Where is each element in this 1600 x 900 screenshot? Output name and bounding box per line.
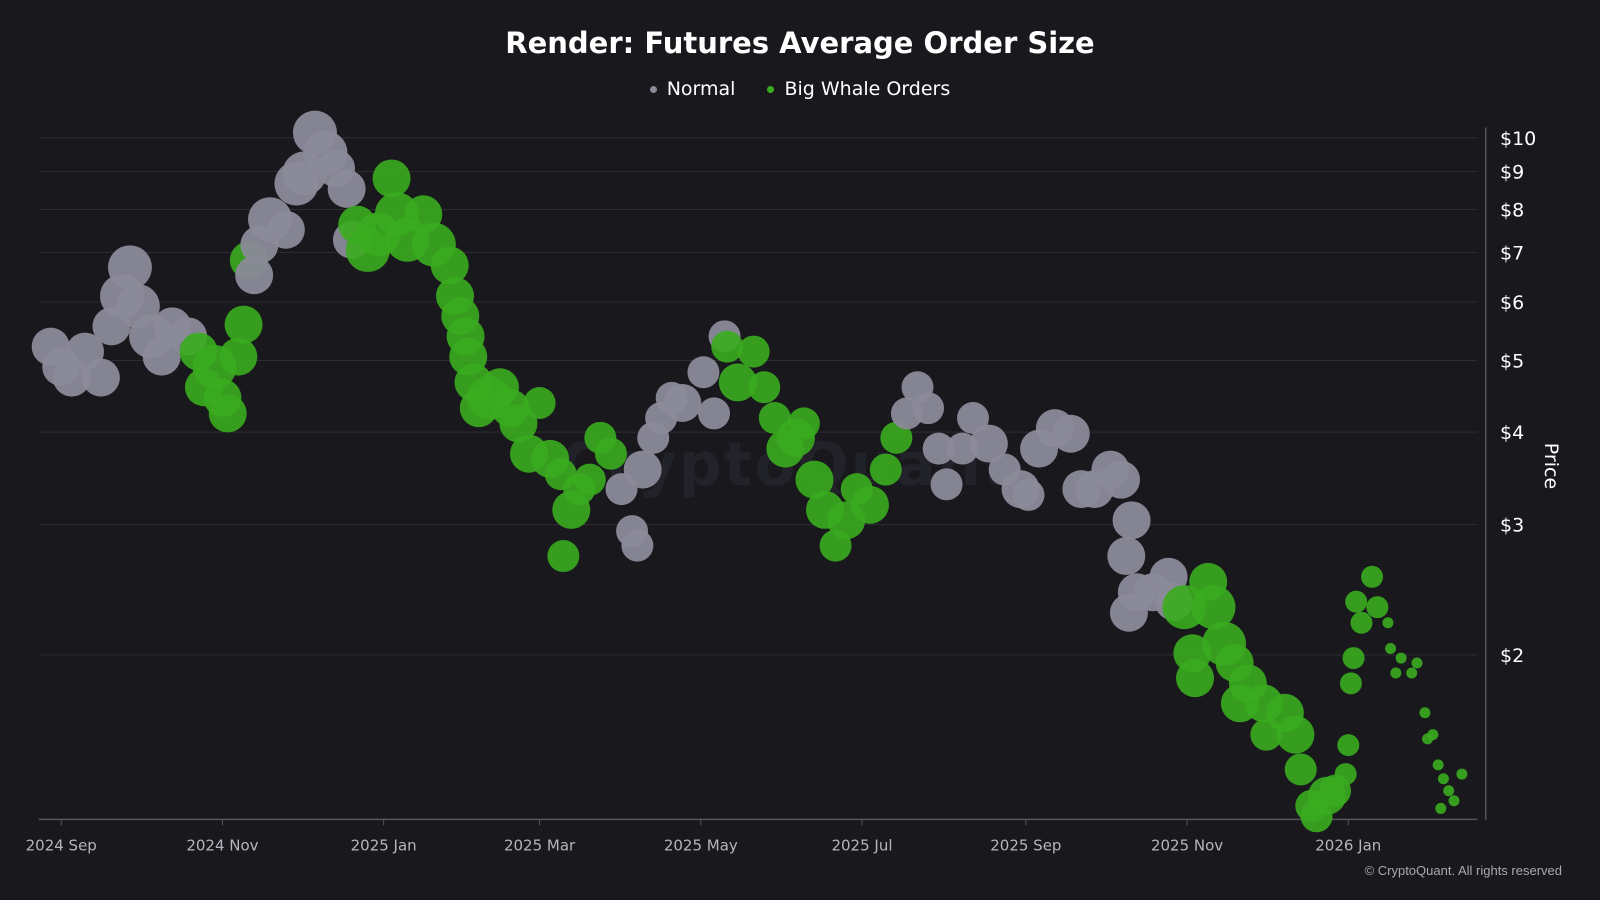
point-whale: [1390, 667, 1402, 679]
x-tick-label: 2025 Mar: [504, 836, 576, 854]
point-normal: [142, 337, 181, 376]
y-axis-label: Price: [1540, 443, 1562, 489]
point-whale: [869, 453, 902, 486]
point-whale: [1395, 652, 1407, 664]
point-whale: [1437, 773, 1449, 785]
point-whale: [208, 394, 247, 433]
point-normal: [1107, 537, 1146, 576]
x-tick-label: 2025 May: [664, 836, 738, 854]
y-tick-label: $7: [1500, 242, 1524, 264]
point-normal: [81, 358, 120, 397]
point-normal: [235, 256, 274, 295]
point-normal: [930, 468, 963, 501]
y-tick-label: $2: [1500, 645, 1524, 667]
point-whale: [1342, 647, 1365, 670]
point-whale: [718, 363, 757, 402]
point-whale: [850, 485, 889, 524]
y-tick-label: $3: [1500, 515, 1524, 537]
point-normal: [621, 529, 654, 562]
point-normal: [623, 450, 662, 489]
point-whale: [1361, 565, 1384, 588]
point-whale: [787, 407, 820, 440]
point-whale: [1334, 763, 1357, 786]
copyright-text: © CryptoQuant. All rights reserved: [1364, 863, 1562, 878]
y-tick-label: $6: [1500, 292, 1524, 314]
legend-item-whale[interactable]: Big Whale Orders: [767, 78, 950, 100]
legend-label: Big Whale Orders: [784, 78, 951, 100]
point-normal: [1051, 414, 1090, 453]
point-whale: [523, 386, 556, 419]
x-tick-label: 2024 Nov: [186, 836, 258, 854]
point-whale: [1406, 667, 1418, 679]
legend-marker-normal: [649, 85, 657, 93]
legend-label: Normal: [666, 78, 736, 100]
point-whale: [1176, 659, 1215, 698]
point-normal: [912, 392, 945, 425]
point-whale: [1191, 585, 1236, 630]
point-whale: [1339, 672, 1362, 695]
x-tick-label: 2026 Jan: [1315, 836, 1381, 854]
x-tick-label: 2024 Sep: [26, 836, 97, 854]
point-whale: [1337, 734, 1360, 757]
point-normal: [1112, 501, 1151, 540]
point-normal: [663, 383, 702, 422]
y-tick-label: $9: [1500, 162, 1524, 184]
point-normal: [957, 402, 990, 435]
point-whale: [748, 371, 781, 404]
point-whale: [1350, 611, 1373, 634]
point-normal: [969, 424, 1008, 463]
point-normal: [922, 432, 955, 465]
x-tick-label: 2025 Jul: [831, 836, 892, 854]
point-whale: [711, 330, 744, 363]
point-whale: [1443, 785, 1455, 797]
point-whale: [594, 437, 627, 470]
point-normal: [1012, 478, 1045, 511]
point-whale: [547, 540, 580, 573]
point-whale: [1419, 707, 1431, 719]
point-normal: [698, 397, 731, 430]
chart-title: Render: Futures Average Order Size: [505, 26, 1095, 60]
point-whale: [880, 421, 913, 454]
point-whale: [1276, 715, 1315, 754]
y-tick-label: $8: [1500, 199, 1524, 221]
point-whale: [1382, 617, 1394, 629]
point-whale: [1435, 802, 1447, 814]
point-whale: [1385, 642, 1397, 654]
point-whale: [1366, 596, 1389, 619]
point-normal: [1102, 460, 1141, 499]
point-whale: [737, 335, 770, 368]
point-whale: [372, 159, 411, 198]
point-whale: [430, 246, 469, 285]
point-whale: [1284, 753, 1317, 786]
x-tick-label: 2025 Jan: [351, 836, 417, 854]
point-whale: [224, 305, 263, 344]
point-whale: [1432, 759, 1444, 771]
point-whale: [573, 463, 606, 496]
legend-item-normal[interactable]: Normal: [649, 78, 736, 100]
legend-marker-whale: [767, 85, 775, 93]
y-tick-label: $5: [1500, 350, 1524, 372]
point-whale: [1448, 795, 1460, 807]
y-tick-label: $4: [1500, 422, 1524, 444]
point-whale: [795, 460, 834, 499]
point-whale: [1427, 729, 1439, 741]
x-tick-label: 2025 Sep: [990, 836, 1061, 854]
x-tick-label: 2025 Nov: [1151, 836, 1223, 854]
point-whale: [1345, 590, 1368, 613]
legend: Normal Big Whale Orders: [0, 78, 1600, 100]
point-normal: [687, 356, 720, 389]
point-whale: [1456, 768, 1468, 780]
point-normal: [266, 210, 305, 249]
point-whale: [219, 337, 258, 376]
point-normal: [107, 245, 152, 290]
point-normal: [327, 169, 366, 208]
y-tick-label: $10: [1500, 128, 1536, 150]
point-whale: [1411, 657, 1423, 669]
